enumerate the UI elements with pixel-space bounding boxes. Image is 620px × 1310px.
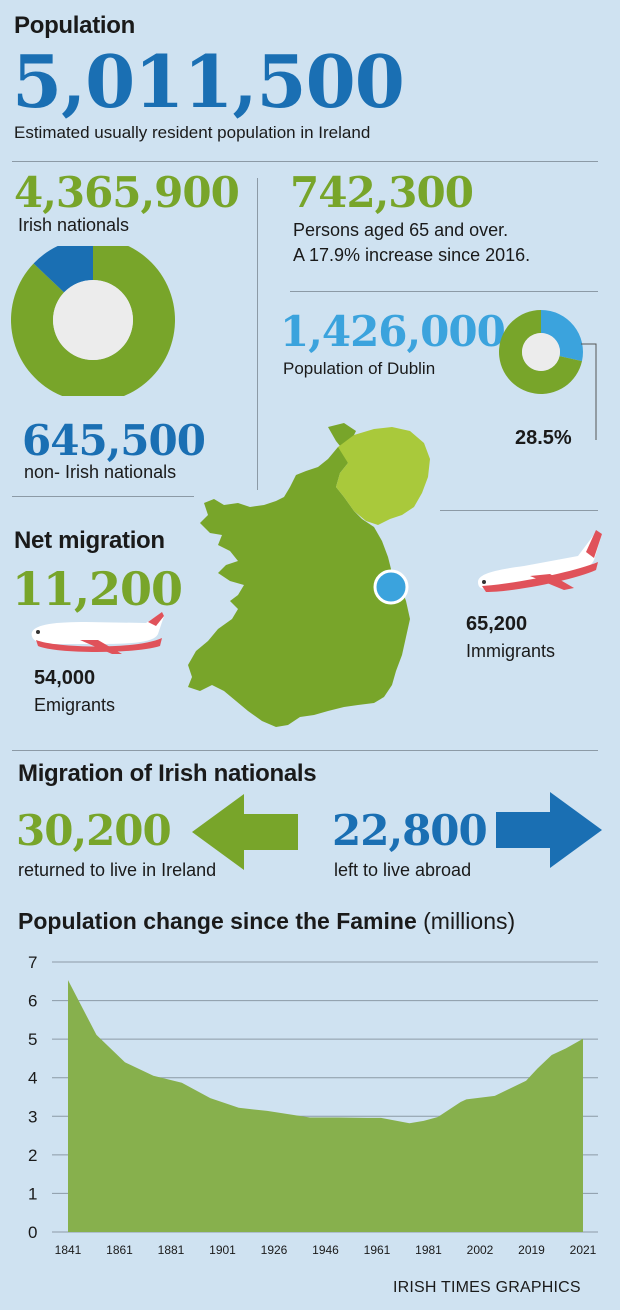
elderly-value: 742,300	[290, 168, 474, 217]
y-tick-label: 0	[28, 1223, 37, 1242]
returned-label: returned to live in Ireland	[18, 860, 217, 880]
divider	[12, 750, 598, 751]
donut-hole	[53, 280, 133, 360]
arrow-left-icon	[192, 794, 298, 870]
non-irish-nationals-label: non- Irish nationals	[24, 462, 177, 482]
non-irish-nationals-value: 645,500	[22, 416, 206, 465]
population-area-chart: 0 1 2 3 4 5 6 7 1841 1861 1881 1901 1926 1946 1961 198…	[28, 953, 598, 1257]
elderly-line-1: Persons aged 65 and over.	[293, 220, 509, 240]
chart-heading-title: Population change since the Famine	[18, 908, 417, 934]
divider	[440, 510, 598, 511]
elderly-line-2: A 17.9% increase since 2016.	[293, 245, 531, 265]
x-tick-label: 1841	[55, 1243, 82, 1257]
divider	[12, 496, 194, 497]
emigrant-plane-icon	[31, 612, 164, 654]
x-tick-label: 1861	[106, 1243, 133, 1257]
irish-nationals-label: Irish nationals	[18, 215, 130, 235]
ireland-map	[188, 423, 430, 727]
x-tick-label: 1901	[209, 1243, 236, 1257]
irish-migration-heading: Migration of Irish nationals	[18, 760, 317, 787]
dublin-marker	[373, 569, 409, 605]
x-tick-label: 1961	[364, 1243, 391, 1257]
y-tick-label: 5	[28, 1030, 37, 1049]
y-tick-label: 6	[28, 992, 37, 1011]
x-tick-label: 1881	[158, 1243, 185, 1257]
population-heading: Population	[14, 12, 135, 39]
northern-ireland-shape	[336, 427, 430, 525]
total-population-value: 5,011,500	[12, 39, 405, 124]
y-tick-label: 1	[28, 1184, 37, 1203]
nationals-donut-chart	[11, 246, 175, 396]
dublin-population-value: 1,426,000	[280, 307, 506, 356]
divider	[12, 161, 598, 162]
irish-nationals-value: 4,365,900	[14, 168, 240, 217]
chart-heading-unit: (millions)	[423, 908, 516, 934]
immigrants-label: Immigrants	[466, 641, 556, 661]
donut-hole	[522, 333, 560, 371]
rest-of-ireland-slice	[499, 310, 582, 394]
net-migration-value: 11,200	[12, 562, 183, 616]
vertical-divider	[257, 178, 258, 490]
left-abroad-label: left to live abroad	[334, 860, 472, 880]
immigrants-value: 65,200	[466, 613, 528, 635]
x-tick-label: 1926	[261, 1243, 288, 1257]
leader-line	[581, 343, 597, 440]
x-tick-label: 1981	[415, 1243, 442, 1257]
x-tick-label: 2021	[570, 1243, 597, 1257]
credit-label: IRISH TIMES GRAPHICS	[393, 1279, 581, 1296]
dublin-share-label: 28.5%	[515, 427, 572, 449]
y-tick-label: 4	[28, 1069, 37, 1088]
returned-value: 30,200	[16, 806, 172, 855]
dublin-donut-chart	[499, 310, 597, 440]
left-abroad-value: 22,800	[332, 806, 488, 855]
y-tick-label: 2	[28, 1146, 37, 1165]
divider	[290, 291, 598, 292]
republic-of-ireland-shape	[188, 423, 410, 727]
immigrant-plane-icon	[478, 530, 602, 592]
total-population-caption: Estimated usually resident population in…	[14, 123, 371, 142]
x-tick-label: 2019	[518, 1243, 545, 1257]
y-tick-label: 7	[28, 953, 37, 972]
net-migration-heading: Net migration	[14, 527, 165, 554]
chart-heading: Population change since the Famine (mill…	[18, 908, 515, 935]
dublin-population-label: Population of Dublin	[283, 359, 436, 378]
x-tick-label: 2002	[467, 1243, 494, 1257]
x-tick-label: 1946	[312, 1243, 339, 1257]
emigrants-value: 54,000	[34, 667, 96, 689]
emigrants-label: Emigrants	[34, 695, 116, 715]
arrow-right-icon	[496, 792, 602, 868]
population-area	[68, 980, 583, 1232]
dublin-share-slice	[541, 310, 583, 362]
y-tick-label: 3	[28, 1107, 37, 1126]
non-irish-nationals-slice	[33, 246, 93, 293]
irish-nationals-slice	[11, 246, 175, 396]
